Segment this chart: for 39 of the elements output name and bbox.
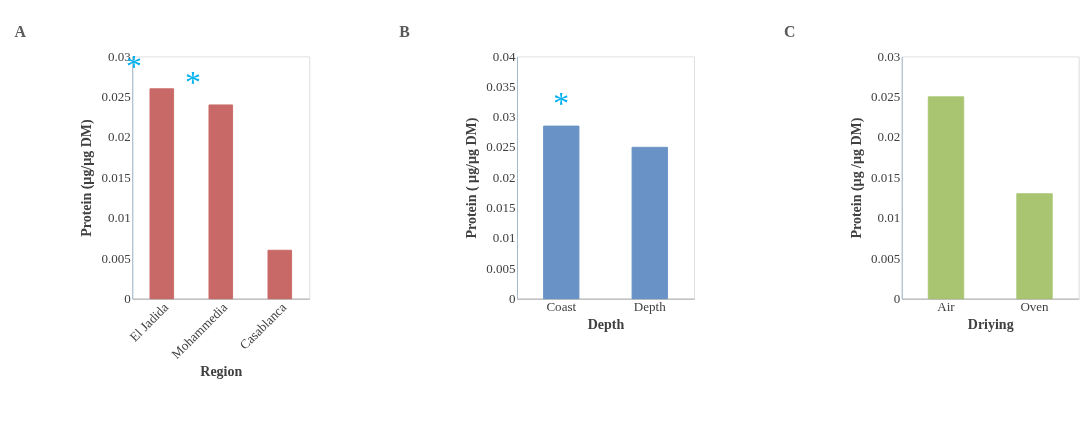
bar bbox=[149, 88, 175, 300]
y-tick-label: 0.015 bbox=[101, 169, 131, 185]
bar bbox=[267, 249, 293, 300]
y-tick-label: 0.025 bbox=[101, 89, 131, 105]
x-tick-label: Depth bbox=[633, 299, 667, 315]
y-axis-title: Protein (µg/µg DM) bbox=[79, 118, 96, 237]
y-tick-label: 0.005 bbox=[486, 260, 516, 276]
y-tick-label: 0.01 bbox=[492, 230, 516, 246]
y-axis-title: Protein (µg /µg DM) bbox=[848, 117, 865, 239]
y-tick-label: 0.03 bbox=[492, 109, 516, 125]
y-tick-label: 0.03 bbox=[877, 48, 901, 64]
annotation: * bbox=[553, 85, 570, 121]
y-tick-label: 0.02 bbox=[108, 129, 131, 145]
y-tick-label: 0.01 bbox=[108, 210, 131, 226]
y-tick-label: 0.01 bbox=[877, 210, 901, 226]
x-tick-label: Oven bbox=[1020, 299, 1050, 315]
annotation: * bbox=[184, 64, 201, 100]
y-tick-label: 0.035 bbox=[486, 78, 516, 94]
chart-title: C bbox=[783, 22, 796, 40]
y-tick-label: 0 bbox=[124, 290, 132, 306]
y-tick-label: 0.025 bbox=[486, 139, 516, 155]
y-tick-label: 0.015 bbox=[486, 200, 516, 216]
y-tick-label: 0.005 bbox=[871, 250, 901, 266]
chart-title: B bbox=[399, 22, 411, 40]
chart-title: A bbox=[14, 22, 27, 40]
y-tick-label: 0.04 bbox=[492, 48, 517, 64]
y-axis-title: Protein ( µg/µg DM) bbox=[464, 117, 481, 239]
y-tick-label: 0.015 bbox=[871, 169, 901, 185]
y-tick-label: 0 bbox=[893, 290, 901, 306]
x-axis-title: Driying bbox=[967, 316, 1014, 332]
x-axis-title: Region bbox=[200, 364, 243, 380]
y-tick-label: 0 bbox=[509, 290, 517, 306]
y-tick-label: 0.02 bbox=[492, 169, 516, 185]
y-tick-label: 0.025 bbox=[871, 89, 901, 105]
x-tick-label: Air bbox=[937, 299, 956, 315]
y-tick-label: 0.005 bbox=[101, 250, 131, 266]
x-tick-label: Coast bbox=[546, 299, 577, 315]
y-tick-label: 0.02 bbox=[877, 129, 901, 145]
bar bbox=[208, 104, 234, 300]
